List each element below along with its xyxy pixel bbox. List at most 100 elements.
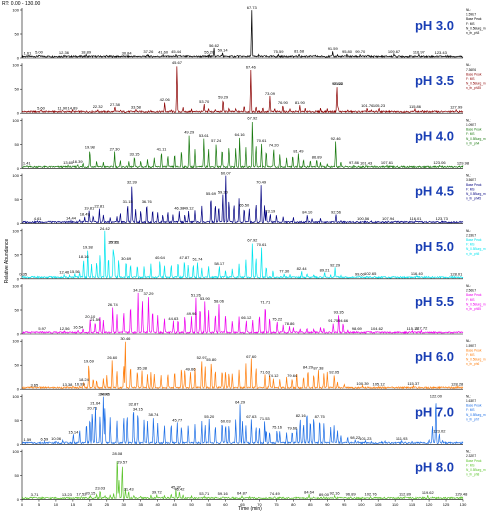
peak-label: 94.66 [338,318,349,323]
panel-0: 0 50 100 1.61 5.00 12.36 18.89 30.84 37.26 41.60 4… [12,5,486,61]
x-tick-label: 45 [172,502,177,507]
side-info-line: NL: [466,118,471,122]
peak-label: 57.24 [211,138,222,143]
y-tick-label: 50 [15,197,20,202]
y-tick-label: 50 [15,87,20,92]
peak-label: 92.16 [330,490,341,495]
peak-label: 55.80 [206,357,217,362]
y-tick-label: 100 [12,173,19,178]
peak-label: 79.66 [287,425,298,430]
peak-label: 18.89 [81,50,92,55]
peak-label: 49.66 [185,366,196,371]
peak-label: 104.62 [371,326,384,331]
side-info-line: NL: [466,394,471,398]
side-info-line: F: MS [466,353,475,357]
y-tick-label: 100 [12,118,19,123]
side-info-line: n_fn_ph8 [466,473,480,477]
peak-label: 34.15 [133,406,144,411]
side-info-line: NL: [466,8,471,12]
y-tick-label: 100 [12,394,19,399]
peak-label: 5.97 [38,326,47,331]
panel-ph-label: pH 7.0 [415,404,454,419]
side-info-line: n_fn_ph6 [466,362,480,366]
peak-label: 92.29 [330,263,341,268]
peak-label: 89.00 [319,492,330,497]
y-tick-label: 100 [12,339,19,344]
peak-label: 122.00 [430,393,443,398]
peak-label: 26.74 [108,302,119,307]
x-tick-label: 105 [375,502,382,507]
peak-label: 56.62 [209,43,220,48]
peak-label: 91.59 [328,46,339,51]
x-tick-label: 85 [308,502,313,507]
peak-label: 98.22 [350,435,361,440]
y-tick-label: 100 [12,228,19,233]
peak-label: 92.84 [332,81,343,86]
peak-label: 58.06 [214,299,225,304]
y-tick-label: 0 [17,166,20,171]
side-info-line: N_0.5Burg_m [466,247,486,251]
x-tick-label: 80 [291,502,296,507]
x-tick-label: 20 [88,502,93,507]
peak-label: 65.50 [239,203,250,208]
peak-label: 28.08 [112,451,123,456]
y-tick-label: 50 [15,418,20,423]
peak-label: 84.64 [304,489,315,494]
peak-label: 84.29 [303,365,314,370]
side-info-line: F: MS [466,243,475,247]
peak-label: 115.86 [409,104,422,109]
peak-label: 84.10 [302,209,313,214]
y-tick-label: 0 [17,387,20,392]
trace-line [21,230,464,280]
peak-label: 93.35 [334,309,345,314]
side-info-line: N_0.5Burg_m [466,192,486,196]
peak-label: 3.65 [30,382,39,387]
y-tick-label: 50 [15,473,20,478]
peak-label: 67.92 [247,115,258,120]
peak-label: 18.24 [79,377,90,382]
peak-label: 41.60 [158,50,169,55]
peak-label: 67.60 [246,354,257,359]
peak-label: 66.12 [241,315,252,320]
peak-label: 100.39 [356,381,369,386]
peak-label: 129.98 [457,161,470,166]
side-info-line: NL: [466,174,471,178]
side-info-line: n_fn_ph4 [466,141,480,145]
side-info-line: NL: [466,63,471,67]
side-info-line: n_fn_ph3 [466,31,480,35]
side-info-line: 1.09E7 [466,123,476,127]
side-info-line: N_0.5Burg_m [466,302,486,306]
peak-label: 16.54 [73,325,84,330]
peak-label: 123.43 [435,50,448,55]
peak-label: 40.64 [155,255,166,260]
side-info-line: Base Peak [466,17,482,21]
peak-label: 92.46 [331,136,342,141]
side-info-line: F: MS [466,22,475,26]
x-tick-label: 95 [342,502,347,507]
peak-label: 32.87 [128,401,139,406]
peak-label: 32.39 [127,180,138,185]
peak-label: 59.14 [218,48,229,53]
x-tick-label: 120 [426,502,433,507]
peak-label: 76.90 [278,100,289,105]
side-info-line: Base Peak [466,128,482,132]
panel-ph-label: pH 4.0 [415,128,454,143]
peak-label: 127.99 [450,104,463,109]
side-info-line: NL: [466,284,471,288]
y-tick-label: 0 [17,276,20,281]
peak-label: 31.15 [123,199,134,204]
peak-label: 128.01 [450,271,463,276]
trace-line [21,121,464,169]
peak-label: 14.44 [66,216,77,221]
peak-label: 123.73 [436,216,449,221]
peak-label: 26.93 [108,240,119,245]
peak-label: 27.38 [110,102,121,107]
trace-line [21,396,464,445]
peak-label: 42.06 [160,97,171,102]
peak-label: 70.61 [257,138,268,143]
peak-label: 24.42 [100,226,111,231]
peak-label: 20.10 [85,314,96,319]
y-tick-label: 0 [17,442,20,447]
